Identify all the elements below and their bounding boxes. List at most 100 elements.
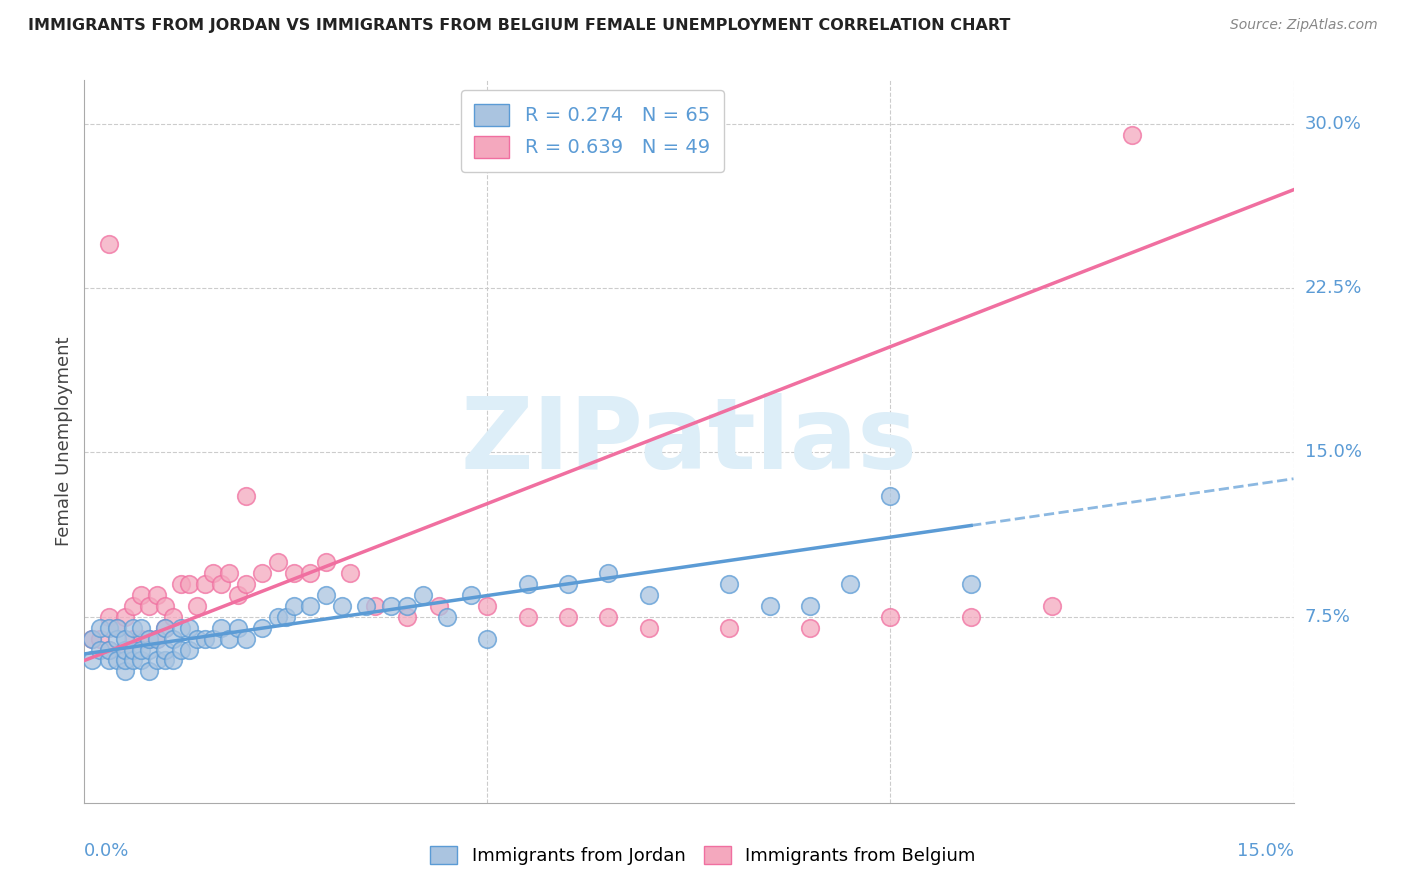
Text: 7.5%: 7.5% [1305, 607, 1351, 625]
Point [153, 599, 176, 613]
Point [194, 632, 217, 646]
Point [129, 632, 152, 646]
Point [363, 599, 385, 613]
Point [839, 577, 862, 591]
Point [477, 632, 499, 646]
Point [153, 642, 176, 657]
Point [427, 599, 450, 613]
Text: 15.0%: 15.0% [1305, 443, 1361, 461]
Point [718, 577, 741, 591]
Text: 15.0%: 15.0% [1236, 842, 1294, 860]
Point [226, 588, 249, 602]
Point [516, 577, 538, 591]
Text: 22.5%: 22.5% [1305, 279, 1362, 297]
Point [516, 609, 538, 624]
Point [283, 599, 305, 613]
Point [758, 599, 780, 613]
Point [146, 653, 169, 667]
Point [97, 642, 120, 657]
Point [274, 609, 297, 624]
Point [380, 599, 402, 613]
Point [114, 632, 136, 646]
Point [356, 599, 378, 613]
Point [637, 588, 659, 602]
Point [89, 621, 111, 635]
Point [153, 621, 176, 635]
Point [209, 621, 232, 635]
Point [315, 555, 337, 569]
Point [598, 609, 620, 624]
Point [121, 599, 143, 613]
Point [170, 577, 193, 591]
Point [170, 642, 193, 657]
Point [960, 609, 983, 624]
Point [146, 632, 169, 646]
Point [799, 599, 821, 613]
Point [138, 665, 160, 679]
Point [82, 632, 104, 646]
Point [121, 653, 143, 667]
Point [283, 566, 305, 580]
Point [82, 653, 104, 667]
Point [105, 653, 128, 667]
Point [218, 566, 240, 580]
Point [121, 642, 143, 657]
Point [162, 609, 184, 624]
Point [235, 632, 257, 646]
Text: ZIPatlas: ZIPatlas [461, 393, 917, 490]
Point [89, 642, 111, 657]
Point [226, 621, 249, 635]
Point [153, 653, 176, 667]
Point [129, 621, 152, 635]
Point [97, 237, 120, 252]
Point [97, 653, 120, 667]
Point [250, 566, 273, 580]
Point [339, 566, 361, 580]
Point [412, 588, 434, 602]
Point [114, 642, 136, 657]
Point [194, 577, 217, 591]
Legend: R = 0.274   N = 65, R = 0.639   N = 49: R = 0.274 N = 65, R = 0.639 N = 49 [461, 90, 724, 172]
Point [395, 609, 418, 624]
Point [209, 577, 232, 591]
Point [267, 555, 290, 569]
Point [250, 621, 273, 635]
Point [179, 577, 201, 591]
Point [82, 632, 104, 646]
Point [89, 632, 111, 646]
Point [395, 599, 418, 613]
Point [718, 621, 741, 635]
Point [129, 642, 152, 657]
Point [114, 609, 136, 624]
Point [105, 621, 128, 635]
Point [121, 632, 143, 646]
Point [637, 621, 659, 635]
Point [146, 588, 169, 602]
Point [879, 609, 901, 624]
Point [330, 599, 353, 613]
Point [557, 609, 579, 624]
Text: Source: ZipAtlas.com: Source: ZipAtlas.com [1230, 18, 1378, 32]
Point [97, 621, 120, 635]
Point [436, 609, 458, 624]
Point [202, 632, 225, 646]
Point [1121, 128, 1143, 142]
Point [186, 632, 208, 646]
Point [114, 642, 136, 657]
Point [170, 621, 193, 635]
Point [97, 642, 120, 657]
Point [267, 609, 290, 624]
Point [799, 621, 821, 635]
Point [218, 632, 240, 646]
Point [105, 621, 128, 635]
Point [114, 653, 136, 667]
Point [146, 632, 169, 646]
Point [1040, 599, 1063, 613]
Text: IMMIGRANTS FROM JORDAN VS IMMIGRANTS FROM BELGIUM FEMALE UNEMPLOYMENT CORRELATIO: IMMIGRANTS FROM JORDAN VS IMMIGRANTS FRO… [28, 18, 1011, 33]
Y-axis label: Female Unemployment: Female Unemployment [55, 337, 73, 546]
Point [299, 599, 322, 613]
Point [138, 632, 160, 646]
Point [879, 489, 901, 503]
Point [138, 632, 160, 646]
Point [477, 599, 499, 613]
